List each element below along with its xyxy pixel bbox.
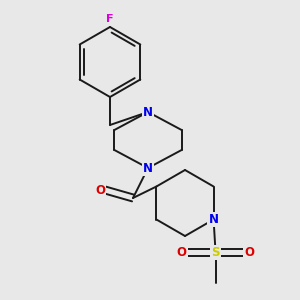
Text: S: S xyxy=(211,246,220,259)
Text: N: N xyxy=(208,213,219,226)
Text: O: O xyxy=(244,246,255,259)
Text: N: N xyxy=(143,106,153,118)
Text: O: O xyxy=(95,184,105,196)
Text: N: N xyxy=(143,161,153,175)
Text: F: F xyxy=(106,14,114,24)
Text: O: O xyxy=(177,246,187,259)
